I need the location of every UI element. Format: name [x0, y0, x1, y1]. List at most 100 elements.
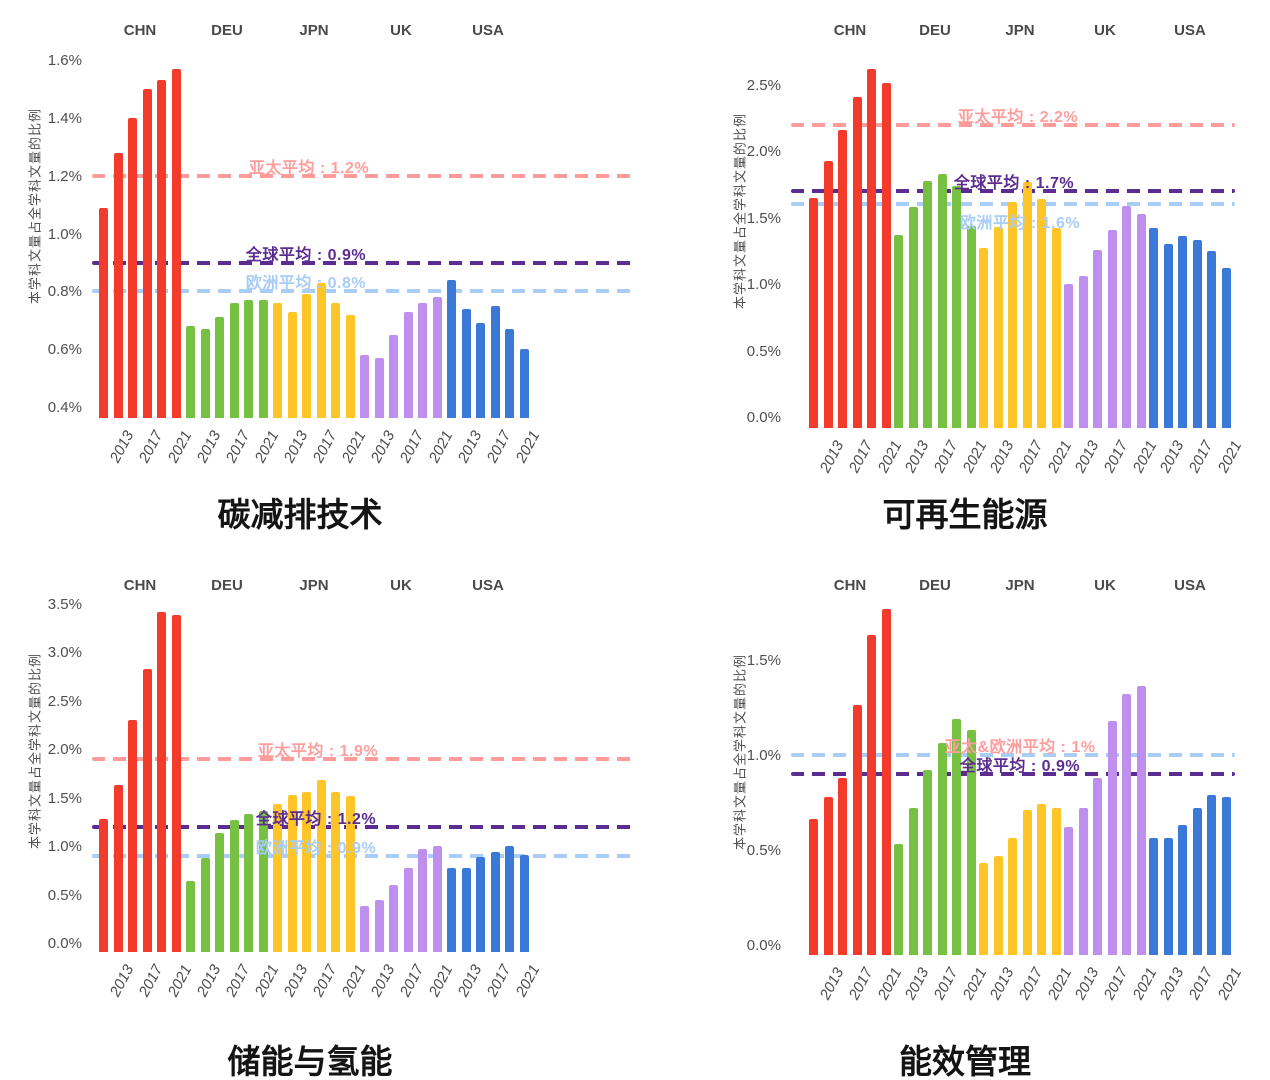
bar-chn-2	[838, 129, 848, 428]
x-tick-label: 2013	[367, 962, 399, 1000]
group-label-chn: CHN	[833, 577, 867, 594]
bar-uk-5	[1136, 686, 1146, 955]
x-tick-label: 2013	[986, 438, 1018, 476]
x-tick-label: 2017	[1185, 965, 1217, 1003]
bar-usa-2	[476, 856, 486, 952]
chart-title: 碳减排技术	[217, 496, 383, 533]
y-tick-label: 2.5%	[746, 76, 781, 94]
bar-deu-2	[215, 832, 225, 952]
y-tick-label: 1.0%	[746, 746, 781, 764]
x-tick-label: 2013	[1071, 965, 1103, 1003]
bar-usa-0	[1149, 838, 1159, 955]
bar-chn-5	[171, 615, 181, 952]
bar-jpn-2	[302, 294, 312, 418]
x-tick-label: 2017	[222, 962, 254, 1000]
group-label-uk: UK	[1094, 577, 1116, 594]
bar-chn-0	[99, 207, 109, 418]
bar-uk-0	[1064, 284, 1074, 428]
y-tick-label: 1.5%	[746, 209, 781, 227]
bar-chn-3	[852, 705, 862, 955]
group-label-usa: USA	[472, 22, 504, 39]
bar-uk-0	[360, 354, 370, 418]
reference-line	[92, 289, 632, 294]
bar-usa-3	[1192, 808, 1202, 955]
group-label-deu: DEU	[211, 577, 243, 594]
bar-chn-5	[881, 608, 891, 955]
bar-usa-3	[1192, 240, 1202, 428]
bar-usa-1	[1163, 838, 1173, 955]
bar-deu-1	[200, 328, 210, 418]
bar-jpn-1	[993, 227, 1003, 428]
x-tick-label: 2017	[309, 962, 341, 1000]
x-tick-label: 2013	[1156, 438, 1188, 476]
bar-jpn-0	[979, 248, 989, 428]
chart-title: 储能与氢能	[227, 1043, 393, 1080]
bar-chn-4	[867, 68, 877, 428]
group-label-chn: CHN	[123, 577, 157, 594]
bar-uk-1	[374, 900, 384, 952]
bar-uk-1	[374, 357, 384, 418]
bar-jpn-4	[331, 302, 341, 418]
bar-jpn-4	[1037, 804, 1047, 955]
bar-jpn-3	[316, 282, 326, 418]
bar-chn-3	[142, 668, 152, 952]
x-tick-label: 2017	[135, 962, 167, 1000]
bar-jpn-3	[1022, 809, 1032, 955]
bar-uk-1	[1078, 808, 1088, 955]
group-label-uk: UK	[390, 22, 412, 39]
bar-uk-5	[432, 297, 442, 418]
x-tick-label: 2017	[845, 438, 877, 476]
y-tick-label: 0.0%	[47, 934, 82, 952]
group-label-usa: USA	[1174, 577, 1206, 594]
group-label-uk: UK	[1094, 22, 1116, 39]
group-label-deu: DEU	[919, 577, 951, 594]
bar-jpn-5	[345, 795, 355, 952]
bar-usa-1	[1163, 244, 1173, 428]
x-tick-label: 2017	[396, 962, 428, 1000]
bar-jpn-3	[316, 780, 326, 952]
y-tick-label: 1.5%	[746, 651, 781, 669]
bar-usa-3	[490, 305, 500, 418]
reference-line-label: 全球平均 : 0.9%	[959, 757, 1081, 775]
reference-line-label: 全球平均 : 1.7%	[953, 175, 1075, 193]
bar-uk-4	[418, 302, 428, 418]
x-tick-label: 2017	[1100, 438, 1132, 476]
y-tick-label: 0.5%	[746, 342, 781, 360]
chart-renewable-energy: 本学科文量占全学科文量的比例 2.5% 2.0% 1.5% 1.0% 0.5% 0.0% CH…	[635, 0, 1270, 540]
x-tick-label: 2013	[986, 965, 1018, 1003]
bar-chn-1	[113, 785, 123, 952]
y-tick-label: 2.5%	[47, 692, 82, 710]
bar-uk-4	[418, 848, 428, 952]
y-tick-label: 1.0%	[746, 276, 781, 294]
group-label-deu: DEU	[919, 22, 951, 39]
bar-usa-1	[461, 308, 471, 418]
x-tick-label: 2013	[280, 428, 312, 466]
bar-jpn-4	[331, 791, 341, 952]
bar-deu-5	[966, 225, 976, 428]
group-label-usa: USA	[472, 577, 504, 594]
reference-line-label: 欧洲平均 : 0.8%	[245, 275, 367, 293]
y-tick-label: 1.0%	[47, 225, 82, 243]
x-tick-label: 2017	[483, 962, 515, 1000]
bar-jpn-0	[979, 863, 989, 955]
bar-usa-4	[1207, 794, 1217, 955]
bar-chn-4	[157, 611, 167, 952]
y-tick-label: 0.4%	[47, 399, 82, 417]
reference-line-label: 亚太平均 : 2.2%	[957, 108, 1079, 126]
bar-uk-0	[360, 906, 370, 952]
bar-jpn-3	[1022, 181, 1032, 428]
x-tick-label: 2017	[1100, 965, 1132, 1003]
bar-jpn-2	[302, 791, 312, 952]
bar-usa-5	[519, 854, 529, 952]
bar-deu-2	[923, 770, 933, 955]
bar-jpn-1	[287, 794, 297, 952]
x-tick-label: 2017	[930, 438, 962, 476]
bar-usa-5	[1221, 796, 1231, 955]
bar-chn-3	[852, 96, 862, 428]
bar-deu-0	[894, 844, 904, 955]
x-tick-label: 2021	[338, 428, 370, 466]
bar-deu-5	[258, 811, 268, 952]
y-tick-label: 0.6%	[47, 341, 82, 359]
bar-jpn-5	[1051, 808, 1061, 955]
bar-usa-4	[505, 846, 515, 952]
